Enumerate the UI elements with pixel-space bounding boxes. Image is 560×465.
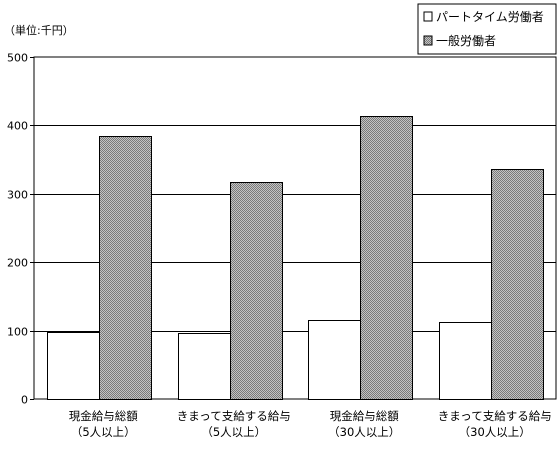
unit-label: （単位:千円）	[4, 23, 74, 37]
y-tick-label: 100	[7, 326, 28, 339]
bar-part-time	[47, 332, 100, 400]
y-tick-label: 0	[21, 394, 28, 407]
y-tick-label: 400	[7, 120, 28, 133]
y-axis: 0 100 200 300 400 500	[7, 52, 34, 407]
x-tick-label: きまって支給する給与	[438, 409, 552, 423]
x-tick-label: 現金給与総額	[69, 409, 138, 423]
legend-label-general: 一般労働者	[436, 33, 496, 48]
y-tick-label: 300	[7, 189, 28, 202]
x-tick-label: （30人以上）	[328, 425, 400, 439]
bar-part-time	[178, 333, 231, 400]
x-tick-label: （30人以上）	[459, 425, 531, 439]
bar-general	[360, 116, 413, 400]
bar-part-time	[308, 320, 361, 400]
bar-general	[491, 169, 544, 400]
x-tick-label: （5人以上）	[201, 425, 266, 439]
bar-general	[99, 136, 152, 400]
legend-swatch-general	[423, 35, 433, 46]
y-tick-label: 200	[7, 257, 28, 270]
legend-label-part-time: パートタイム労働者	[436, 10, 544, 24]
bar-general	[230, 182, 283, 400]
legend: パートタイム労働者 一般労働者	[417, 3, 557, 55]
x-tick-label: 現金給与総額	[330, 409, 399, 423]
legend-swatch-part-time	[423, 11, 433, 22]
bar-part-time	[439, 322, 492, 400]
legend-box	[417, 3, 557, 55]
bars	[47, 116, 544, 400]
x-tick-label: きまって支給する給与	[177, 409, 291, 423]
x-tick-label: （5人以上）	[71, 425, 136, 439]
x-axis: 現金給与総額 （5人以上） きまって支給する給与 （5人以上） 現金給与総額 （30人以上…	[69, 409, 552, 439]
y-tick-label: 500	[7, 52, 28, 65]
plot-border	[33, 56, 557, 400]
